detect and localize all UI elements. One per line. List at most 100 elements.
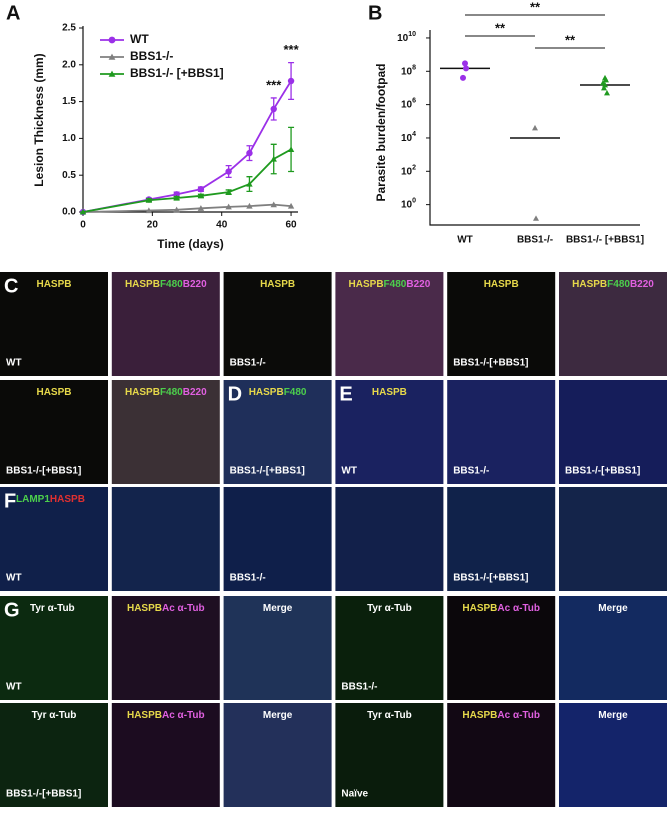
data-point: [246, 202, 253, 209]
x-tick-label: BBS1-/-: [517, 235, 553, 246]
x-axis-label: Time (days): [157, 237, 223, 251]
channel-name: HASPB: [484, 279, 519, 290]
panel-letter: E: [339, 383, 352, 405]
data-point: [173, 194, 180, 201]
annotation: **: [530, 0, 541, 14]
data-point: [603, 77, 609, 83]
data-point: [197, 205, 205, 211]
data-point: [79, 208, 87, 215]
channel-label: Tyr α-Tub: [367, 603, 412, 614]
channel-label: HASPB: [372, 387, 407, 398]
sample-label: BBS1-/-: [341, 682, 377, 693]
channel-name: HASPB: [349, 279, 384, 290]
x-tick-label: 0: [80, 220, 86, 231]
sample-label: BBS1-/-[+BBS1]: [453, 573, 528, 584]
micrograph: [0, 272, 108, 376]
channel-label: HASPBF480B220: [125, 387, 207, 398]
data-point: [225, 168, 232, 175]
data-point: [463, 65, 469, 72]
channel-label: HASPBF480: [249, 387, 307, 398]
y-tick-base: 10: [401, 66, 413, 77]
channel-label: Merge: [263, 603, 293, 614]
data-point: [533, 215, 539, 221]
micrograph: [559, 596, 667, 700]
channel-name: HASPB: [127, 603, 162, 614]
data-point: [173, 206, 180, 213]
channel-label: HASPB: [36, 279, 71, 290]
micrograph: [447, 703, 556, 807]
panel-letter: G: [4, 599, 20, 621]
legend-marker: [108, 36, 116, 44]
channel-name: HASPB: [260, 279, 295, 290]
y-axis-label: Lesion Thickness (mm): [32, 53, 46, 186]
micrograph: [447, 272, 556, 376]
sample-label: BBS1-/-[+BBS1]: [6, 789, 81, 800]
panel-letter: A: [6, 2, 20, 24]
channel-name: Merge: [263, 603, 293, 614]
sample-label: BBS1-/-: [230, 573, 266, 584]
channel-label: Tyr α-Tub: [32, 710, 77, 721]
channel-name: B220: [630, 279, 654, 290]
x-tick-label: 20: [147, 220, 159, 231]
micrograph: [223, 703, 332, 807]
data-point: [145, 197, 153, 203]
channel-label: HASPB: [484, 279, 519, 290]
panel-letter: C: [4, 275, 18, 297]
x-tick-label: BBS1-/- [+BBS1]: [566, 235, 644, 246]
channel-name: Ac α-Tub: [162, 710, 205, 721]
channel-name: HASPB: [127, 710, 162, 721]
data-point: [287, 77, 295, 85]
channel-label: Tyr α-Tub: [367, 710, 412, 721]
axis-line: [82, 26, 298, 213]
channel-label: Merge: [598, 710, 628, 721]
y-tick-exponent: 6: [412, 97, 416, 104]
annotation: ***: [266, 77, 282, 92]
data-point: [246, 180, 253, 187]
y-tick-label: 1010: [397, 31, 416, 44]
annotation: **: [495, 20, 506, 35]
y-tick-base: 10: [401, 99, 413, 110]
micrograph: [111, 380, 220, 484]
channel-name: HASPB: [572, 279, 607, 290]
micrograph: [111, 596, 220, 700]
channel-name: HASPB: [125, 279, 160, 290]
micrograph: [0, 487, 108, 591]
channel-name: F480: [607, 279, 630, 290]
micrograph: [111, 487, 220, 591]
axis-line: [429, 30, 640, 226]
channel-name: Ac α-Tub: [497, 710, 540, 721]
annotation: ***: [283, 42, 299, 57]
data-point: [270, 201, 277, 208]
y-tick-label: 2.5: [62, 23, 76, 34]
channel-name: F480: [160, 279, 183, 290]
sample-label: BBS1-/-[+BBS1]: [453, 358, 528, 369]
annotation: **: [565, 32, 576, 47]
y-tick-base: 10: [401, 133, 413, 144]
data-point: [460, 74, 466, 81]
micrograph: [223, 380, 332, 484]
channel-name: Ac α-Tub: [497, 603, 540, 614]
data-point: [197, 185, 205, 193]
data-point: [532, 124, 538, 131]
data-point: [287, 146, 295, 152]
y-tick-exponent: 2: [412, 164, 416, 171]
channel-label: HASPBF480B220: [572, 279, 654, 290]
y-tick-label: 0.5: [62, 170, 76, 181]
channel-name: B220: [406, 279, 430, 290]
data-point: [246, 149, 253, 157]
channel-name: Ac α-Tub: [162, 603, 205, 614]
y-tick-label: 0.0: [62, 207, 76, 218]
x-tick-label: 60: [286, 220, 298, 231]
channel-name: F480: [284, 387, 307, 398]
y-tick-label: 1.0: [62, 133, 76, 144]
micrograph: [559, 487, 667, 591]
sample-label: Naïve: [341, 789, 368, 800]
y-tick-base: 10: [401, 166, 413, 177]
x-tick-label: WT: [457, 235, 473, 246]
channel-name: HASPB: [36, 387, 71, 398]
micrograph: [111, 703, 220, 807]
micrograph: [335, 487, 444, 591]
y-tick-base: 10: [401, 199, 413, 210]
legend-label: WT: [130, 32, 149, 46]
